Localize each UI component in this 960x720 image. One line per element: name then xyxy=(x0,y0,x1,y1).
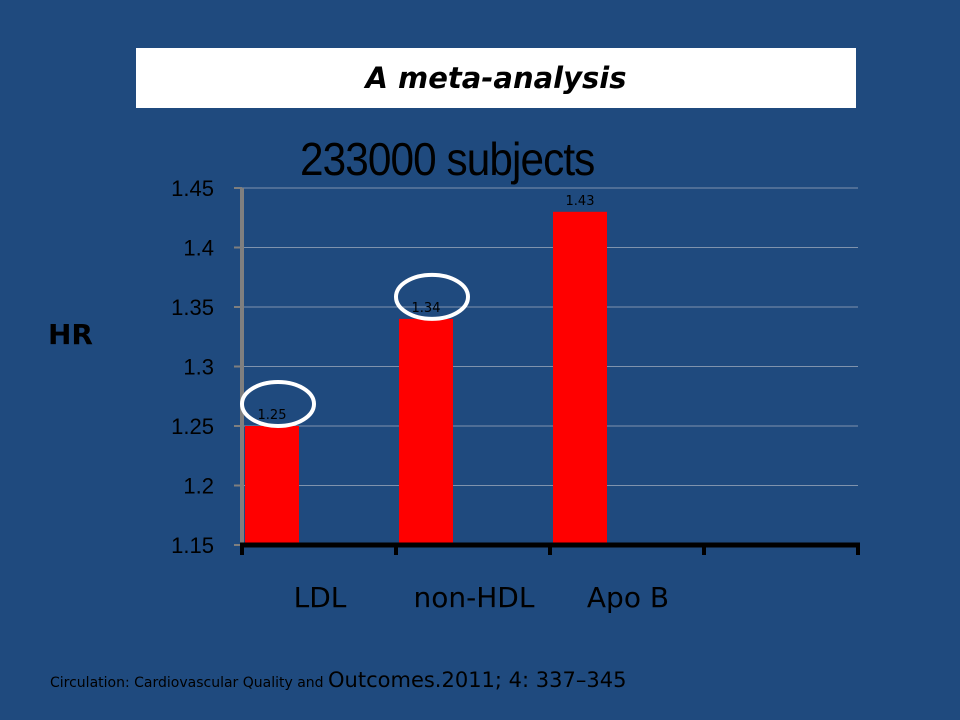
data-label: 1.43 xyxy=(566,194,595,209)
title-banner: A meta-analysis xyxy=(136,48,856,108)
highlight-circle xyxy=(240,380,316,428)
citation-details: Outcomes.2011; 4: 337–345 xyxy=(328,668,627,692)
slide-subtitle: 233000 subjects xyxy=(300,133,595,185)
bar-apo-b xyxy=(553,211,607,546)
y-tick-label: 1.25 xyxy=(171,414,214,439)
bar-non-hdl xyxy=(399,318,453,545)
highlight-circle xyxy=(394,272,470,321)
y-tick-label: 1.45 xyxy=(171,176,214,201)
slide-title: A meta-analysis xyxy=(365,61,627,95)
bar-ldl xyxy=(245,426,299,545)
y-tick-label: 1.4 xyxy=(183,236,214,261)
y-tick-label: 1.2 xyxy=(183,474,214,499)
x-tick-label: non-HDL xyxy=(414,581,535,614)
y-axis-label: HR xyxy=(48,318,93,351)
y-tick-label: 1.15 xyxy=(171,533,214,558)
citation-journal: Circulation: Cardiovascular Quality and xyxy=(50,675,329,691)
x-tick-label: LDL xyxy=(294,581,347,614)
data-label: 1.25 xyxy=(258,408,287,423)
x-tick-label: Apo B xyxy=(587,581,669,614)
y-tick-label: 1.35 xyxy=(171,295,214,320)
citation: Circulation: Cardiovascular Quality and … xyxy=(50,668,626,692)
y-tick-label: 1.3 xyxy=(183,355,214,380)
data-label: 1.34 xyxy=(412,301,441,316)
